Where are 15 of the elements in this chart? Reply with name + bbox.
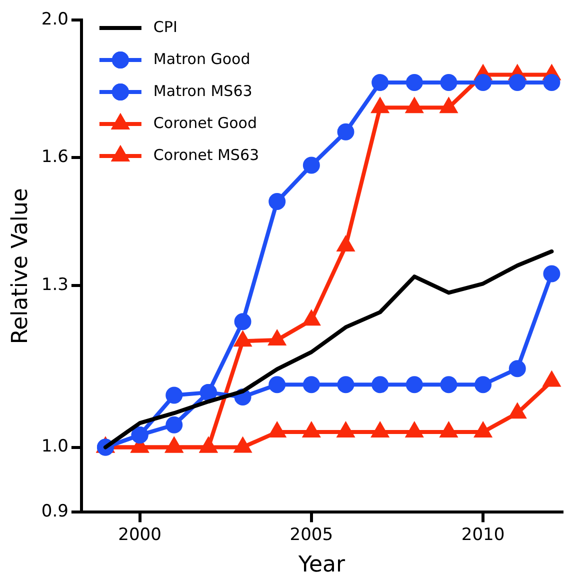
x-tick-label: 2000 — [118, 524, 162, 545]
y-tick-label: 0.9 — [41, 502, 68, 522]
legend-label: Coronet MS63 — [153, 146, 260, 164]
y-tick-label: 2.0 — [41, 9, 68, 30]
y-tick-label: 1.0 — [41, 436, 68, 457]
legend-label: Matron MS63 — [153, 82, 252, 100]
y-tick-label: 1.3 — [41, 274, 68, 295]
x-tick-label: 2010 — [461, 524, 505, 545]
legend-label: Coronet Good — [153, 114, 257, 132]
x-tick-label: 2005 — [290, 524, 334, 545]
y-tick-label: 1.6 — [41, 146, 68, 167]
legend-label: Matron Good — [153, 50, 250, 68]
x-axis-title: Year — [297, 552, 346, 578]
y-axis-title: Relative Value — [8, 188, 33, 344]
legend-label: CPI — [153, 18, 178, 36]
